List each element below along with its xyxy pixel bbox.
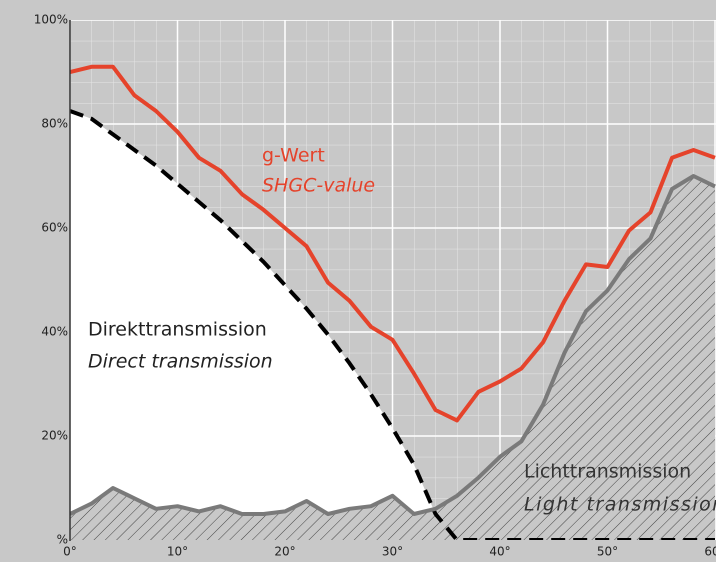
annotation: g-Wert	[262, 145, 325, 167]
y-tick-label: 20%	[41, 429, 68, 443]
annotation: Direkttransmission	[88, 319, 267, 341]
annotation: SHGC-value	[262, 175, 375, 197]
line	[70, 174, 716, 516]
x-tick-label: 20°	[274, 545, 295, 559]
y-tick-label: %	[57, 533, 68, 547]
x-tick-label: 50°	[597, 545, 618, 559]
annotation: Light transmission	[524, 494, 716, 516]
y-tick-label: 60%	[41, 221, 68, 235]
x-tick-label: 60°	[704, 545, 716, 559]
area	[70, 111, 715, 540]
y-tick-label: 80%	[41, 117, 68, 131]
annotation: Direct transmission	[88, 351, 273, 373]
y-tick-label: 100%	[34, 13, 68, 27]
x-tick-label: 40°	[489, 545, 510, 559]
x-tick-label: 30°	[382, 545, 403, 559]
annotation: Lichttransmission	[524, 461, 691, 483]
x-tick-label: 0°	[63, 545, 77, 559]
line	[70, 64, 716, 423]
area	[70, 176, 715, 540]
y-tick-label: 40%	[41, 325, 68, 339]
x-tick-label: 10°	[167, 545, 188, 559]
